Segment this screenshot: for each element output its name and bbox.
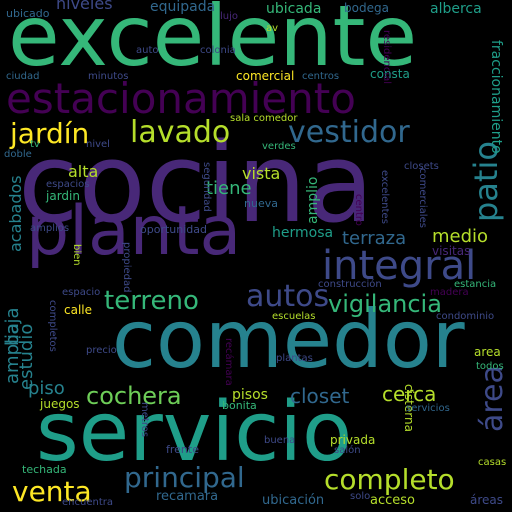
word-comedor: comedor [112, 293, 465, 386]
word-acabados: acabados [6, 175, 25, 252]
word-pisos: pisos [232, 387, 268, 403]
word-plantas: plantas [276, 353, 313, 364]
word-jardin: jardin [46, 189, 80, 203]
word-ubicada: ubicada [266, 1, 322, 17]
word-cochera: cochera [86, 382, 182, 410]
word-sala-comedor: sala comedor [230, 113, 298, 124]
word-residencial: residencial [381, 30, 392, 85]
word-consta: consta [370, 67, 410, 81]
word-estancia: estancia [454, 279, 497, 290]
word-excelente: excelente [8, 0, 418, 85]
word-vestidor: vestidor [288, 115, 410, 150]
word-alberca: alberca [430, 1, 482, 17]
word-vigilancia: vigilancia [328, 290, 442, 318]
word-privada: privada [330, 433, 376, 447]
word-planta: planta [26, 192, 242, 271]
word-madera: madera [430, 287, 469, 298]
word-estacionamiento: estacionamiento [6, 74, 356, 123]
word-terreno: terreno [104, 286, 199, 316]
word-verdes: verdes [262, 141, 296, 152]
word-seguridad: seguridad [201, 162, 212, 212]
word-area: area [474, 345, 501, 359]
word-baja: baja [2, 307, 23, 347]
word-encuentra: encuentra [62, 497, 113, 508]
word-cerca: cerca [382, 382, 437, 406]
word-doble: doble [4, 149, 32, 160]
word-auto: auto [136, 45, 159, 56]
word-vista: vista [242, 164, 281, 183]
word-ubicado: ubicado [6, 7, 50, 20]
word-centros: centros [302, 71, 340, 82]
word-lujo: lujo [220, 11, 239, 22]
word-espacio: espacio [62, 287, 101, 298]
word-completo: completo [324, 463, 455, 496]
word-juegos: juegos [40, 397, 80, 411]
word-solo: solo [350, 491, 371, 502]
word-bien: bien [71, 244, 82, 266]
word-medio: medio [432, 226, 489, 247]
word-colonia: colonia [200, 45, 236, 56]
word-buena: buena [264, 435, 296, 446]
word-metros: metros [139, 402, 150, 438]
word-visitas: visitas [432, 244, 471, 258]
word-propiedad: propiedad [121, 242, 132, 293]
word-minutos: minutos [88, 71, 129, 82]
word-centro: centro [353, 194, 364, 226]
word-autos: autos [246, 279, 330, 314]
word-ubicacion: ubicación [262, 493, 325, 508]
word-recamara: recamara [156, 489, 219, 504]
word-piso: piso [28, 378, 65, 399]
word-amplio: amplio [305, 176, 321, 224]
word-escuelas: escuelas [272, 311, 316, 322]
word-av: av [266, 23, 279, 34]
word-ciudad: ciudad [6, 71, 40, 82]
word-salon: salón [334, 445, 361, 456]
word-espacios: espacios [46, 179, 90, 190]
word-nueva: nueva [244, 197, 278, 210]
word-acceso: acceso [370, 493, 415, 508]
word-area: área [475, 365, 510, 432]
word-cocina: cocina [18, 119, 374, 247]
word-completos: completos [47, 300, 58, 352]
word-lavado: lavado [130, 115, 231, 150]
word-tiene: tiene [206, 178, 252, 199]
word-terraza: terraza [342, 228, 407, 249]
word-precio: precio [86, 345, 117, 356]
word-techada: techada [22, 463, 67, 476]
word-nivel: nivel [86, 139, 110, 150]
word-comercial: comercial [236, 69, 295, 83]
word-servicios: servicios [406, 403, 450, 414]
word-amplios: amplios [30, 223, 70, 234]
word-closet: closet [290, 384, 350, 408]
word-bodega: bodega [344, 1, 389, 15]
word-comerciales: comerciales [417, 168, 428, 228]
word-integral: integral [322, 243, 477, 289]
word-excelentes: excelentes [379, 170, 390, 224]
word-calle: calle [64, 303, 93, 317]
word-oportunidad: oportunidad [140, 223, 207, 236]
word-casas: casas [478, 457, 507, 468]
word-equipada: equipada [150, 0, 216, 15]
word-tv: tv [30, 139, 40, 150]
word-todos: todos [476, 361, 504, 372]
word-servicio: servicio [36, 385, 353, 480]
word-principal: principal [124, 461, 245, 494]
word-alta: alta [68, 162, 99, 181]
word-condominio: condominio [436, 311, 495, 322]
word-jardin: jardín [10, 117, 90, 150]
word-fraccionamiento: fraccionamiento [488, 40, 504, 154]
word-niveles: niveles [56, 0, 113, 13]
word-recamara: recámara [223, 338, 234, 386]
word-areas: áreas [470, 493, 504, 507]
word-closets: closets [404, 161, 439, 172]
word-bonita: bonita [222, 399, 257, 412]
word-hermosa: hermosa [272, 225, 334, 241]
word-construccion: construcción [318, 279, 382, 290]
word-frente: frente [166, 443, 199, 456]
word-venta: venta [12, 475, 92, 508]
